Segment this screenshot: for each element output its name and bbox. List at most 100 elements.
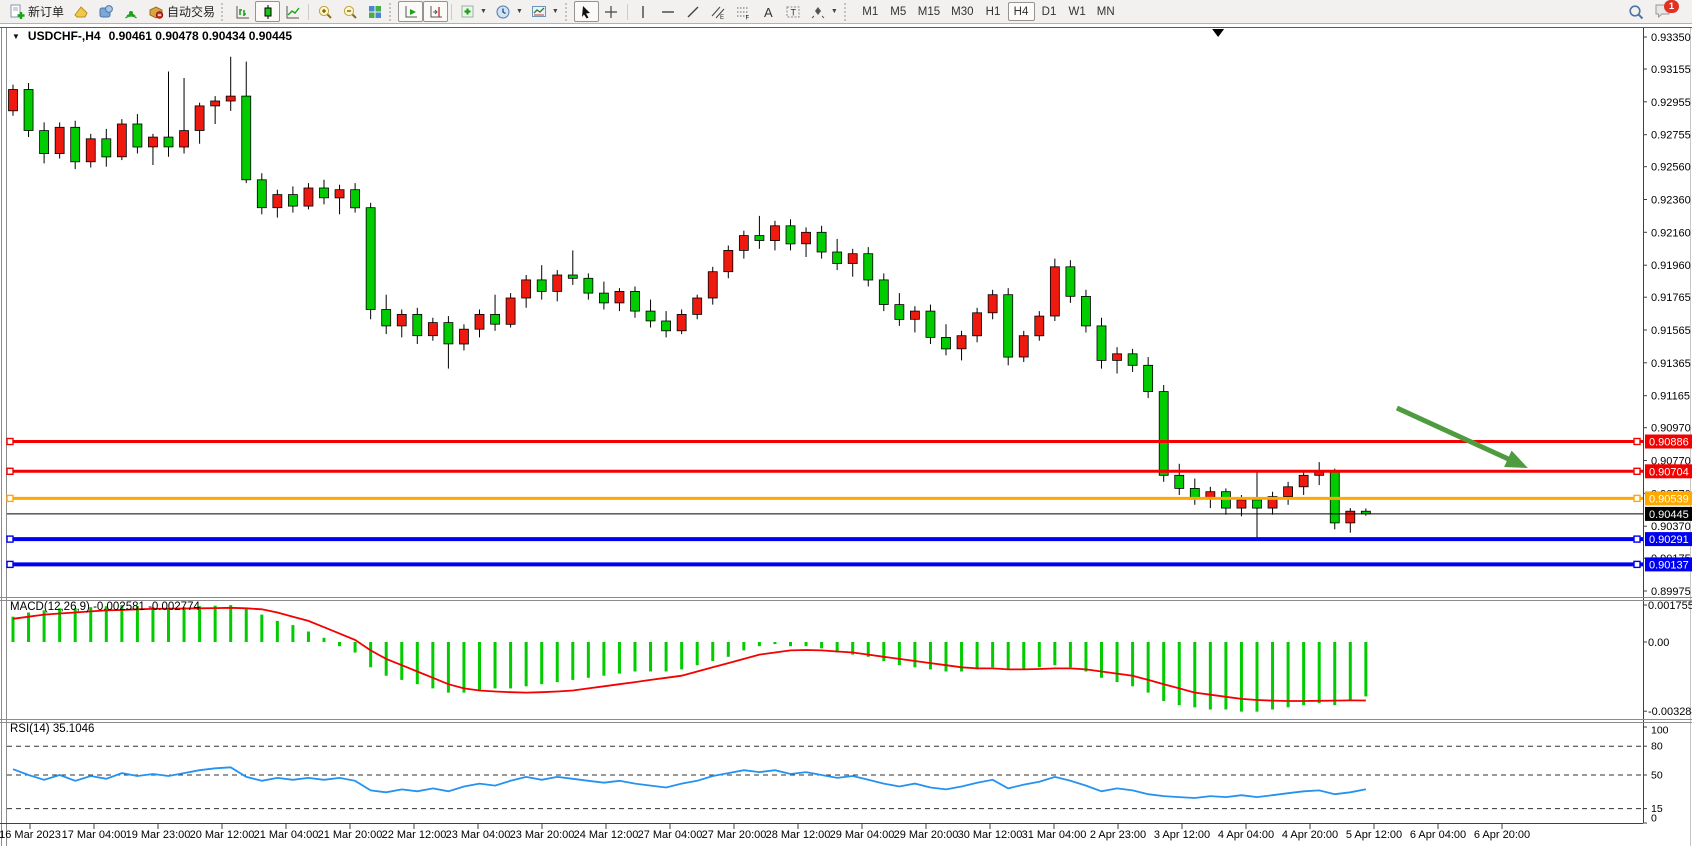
date-label: 21 Mar 20:00 (318, 829, 383, 841)
candle-body (194, 105, 205, 131)
candle-body (816, 231, 827, 253)
candle-body (1081, 295, 1091, 327)
auto-trading-button[interactable]: 自动交易 (143, 1, 219, 22)
line-handle (1633, 494, 1641, 503)
candle-body (738, 235, 749, 251)
price-axis[interactable]: 0.93350 0.93155 0.92955 0.92755 0.92560 0.923… (1643, 32, 1691, 598)
indicators-icon (459, 3, 476, 20)
date-label: 28 Mar 12:00 (766, 829, 831, 841)
rsi-tick-label: 50 (1651, 770, 1663, 782)
text-tool-button[interactable]: A (756, 1, 781, 22)
dropdown-caret-icon: ▼ (515, 8, 523, 15)
rsi-axis[interactable]: 100 80 50 150 (1643, 725, 1669, 825)
quotes-button[interactable] (68, 1, 93, 22)
candle-body (85, 138, 96, 163)
line-chart-icon (284, 3, 301, 20)
top-marker-annotation[interactable] (1212, 29, 1225, 37)
candle-body (1158, 391, 1169, 476)
toolbar-divider (451, 3, 453, 20)
cursor-tool-button[interactable] (573, 1, 599, 22)
macd-axis[interactable]: 0.001755 0.00 -0.003284 (1643, 600, 1692, 718)
timeframe-button-h1[interactable]: H1 (980, 2, 1007, 21)
periods-button[interactable]: ▼ (491, 1, 527, 22)
search-icon[interactable] (1627, 3, 1644, 20)
timeframe-button-d1[interactable]: D1 (1036, 2, 1063, 21)
candle-body (1283, 486, 1293, 497)
symbol-dropdown-icon[interactable]: ▼ (12, 31, 20, 41)
market-watch-button[interactable] (93, 1, 118, 22)
date-label: 30 Mar 12:00 (958, 829, 1023, 841)
date-label: 4 Apr 04:00 (1218, 829, 1274, 841)
market-watch-icon (97, 3, 114, 20)
main-toolbar: 新订单 自动交易 (0, 0, 1692, 24)
timeframe-button-h4[interactable]: H4 (1007, 2, 1035, 21)
candle-body (1018, 335, 1029, 358)
date-label: 27 Mar 04:00 (638, 829, 703, 841)
timeframe-button-m30[interactable]: M30 (946, 2, 978, 21)
rsi-line (12, 766, 1367, 799)
crosshair-icon (603, 3, 620, 20)
chart-shift-button[interactable] (423, 1, 449, 22)
trendline-tool-button[interactable] (681, 1, 706, 22)
indicators-button[interactable]: ▼ (455, 1, 491, 22)
candle-body (956, 335, 967, 350)
tile-windows-button[interactable] (362, 1, 387, 22)
cursor-icon (578, 3, 595, 20)
templates-button[interactable]: ▼ (527, 1, 563, 22)
price-tick-label: 0.91960 (1651, 260, 1691, 272)
crosshair-tool-button[interactable] (599, 1, 624, 22)
date-axis[interactable]: 16 Mar 2023 17 Mar 04:00 19 Mar 23:00 20 Ma… (0, 824, 1530, 841)
candle-body (490, 313, 500, 325)
line-handle (1633, 535, 1641, 543)
date-label: 16 Mar 2023 (0, 829, 61, 841)
chart-title-bar: ▼ USDCHF-,H4 0.90461 0.90478 0.90434 0.9… (12, 29, 292, 43)
candle-body (116, 123, 127, 158)
price-tick-label: 0.91765 (1651, 292, 1691, 304)
auto-trading-label: 自动交易 (167, 5, 216, 19)
macd-tick-label: -0.003284 (1648, 706, 1692, 718)
svg-text:E: E (720, 15, 724, 20)
zoom-out-button[interactable] (337, 1, 362, 22)
trend-arrow-annotation[interactable] (1395, 405, 1528, 468)
price-line-label: 0.90886 (1649, 437, 1689, 449)
toolbar-separator (221, 2, 228, 21)
line-chart-mode-button[interactable] (280, 1, 305, 22)
fibonacci-tool-button[interactable]: F (731, 1, 756, 22)
arrows-shapes-icon (810, 3, 827, 20)
horizontal-line-tool-button[interactable] (656, 1, 681, 22)
text-label-tool-button[interactable]: T (781, 1, 806, 22)
price-line-label-bg (1645, 434, 1692, 449)
notifications-button[interactable]: 1 (1654, 0, 1679, 22)
candle-body (878, 279, 889, 305)
candle-body (941, 336, 951, 350)
timeframe-button-m1[interactable]: M1 (857, 2, 884, 21)
timeframe-button-m15[interactable]: M15 (913, 2, 945, 21)
timeframe-button-w1[interactable]: W1 (1064, 2, 1091, 21)
bar-chart-mode-button[interactable] (230, 1, 255, 22)
timeframe-button-m5[interactable]: M5 (885, 2, 912, 21)
date-label: 6 Apr 04:00 (1410, 829, 1466, 841)
arrows-tool-button[interactable]: ▼ (806, 1, 842, 22)
auto-scroll-button[interactable] (398, 1, 424, 22)
candle-body (350, 189, 361, 209)
vertical-line-tool-button[interactable] (631, 1, 656, 22)
signals-button[interactable] (118, 1, 143, 22)
candle-body (925, 310, 936, 338)
signals-icon (122, 3, 139, 20)
candle-body (583, 277, 594, 294)
candlestick-mode-button[interactable] (255, 1, 281, 22)
candle-body (1236, 499, 1247, 509)
candle-body (1298, 474, 1309, 488)
timeframe-button-mn[interactable]: MN (1092, 2, 1120, 21)
price-tick-label: 0.89975 (1651, 586, 1691, 598)
candle-body (1096, 325, 1107, 361)
price-line-objects[interactable]: 0.90886 0.90704 0.90539 0.90445 0.90291 0.901… (6, 434, 1692, 572)
equidistant-channel-tool-button[interactable]: E (706, 1, 731, 22)
date-label: 5 Apr 12:00 (1346, 829, 1402, 841)
price-tick-label: 0.92755 (1651, 130, 1691, 142)
candle-body (101, 138, 112, 158)
new-order-button[interactable]: 新订单 (4, 1, 68, 22)
zoom-in-button[interactable] (312, 1, 337, 22)
line-handle (1633, 437, 1641, 446)
candle-body (1189, 487, 1200, 499)
